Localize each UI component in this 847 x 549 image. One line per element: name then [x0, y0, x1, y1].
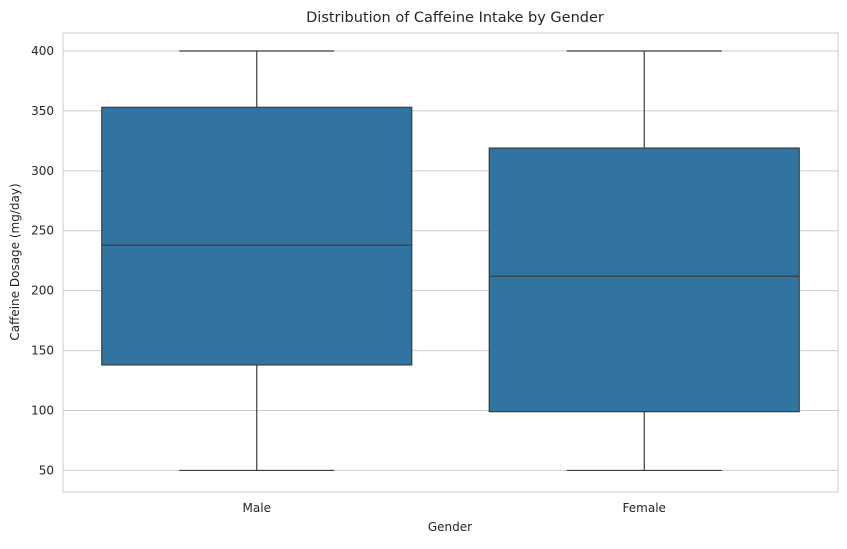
- box-group-female: [488, 50, 800, 472]
- x-axis-ticks: Male Female: [243, 501, 666, 515]
- boxes: [101, 50, 800, 472]
- y-tick-label: 150: [31, 344, 54, 358]
- plot-area-frame: [62, 32, 839, 493]
- iqr-box: [101, 106, 413, 366]
- y-axis-label: Caffeine Dosage (mg/day): [8, 183, 22, 340]
- x-axis-label: Gender: [428, 520, 472, 534]
- y-tick-label: 250: [31, 224, 54, 238]
- y-tick-label: 300: [31, 164, 54, 178]
- x-tick-label: Female: [623, 501, 666, 515]
- x-tick-label: Male: [243, 501, 271, 515]
- iqr-box: [488, 147, 800, 413]
- y-tick-label: 350: [31, 104, 54, 118]
- y-axis-ticks: 50 100 150 200 250 300 350 400: [31, 44, 54, 477]
- y-tick-label: 100: [31, 404, 54, 418]
- y-tick-label: 400: [31, 44, 54, 58]
- y-tick-label: 200: [31, 284, 54, 298]
- chart-title: Distribution of Caffeine Intake by Gende…: [306, 10, 604, 26]
- y-tick-label: 50: [39, 463, 54, 477]
- box-group-male: [101, 50, 413, 472]
